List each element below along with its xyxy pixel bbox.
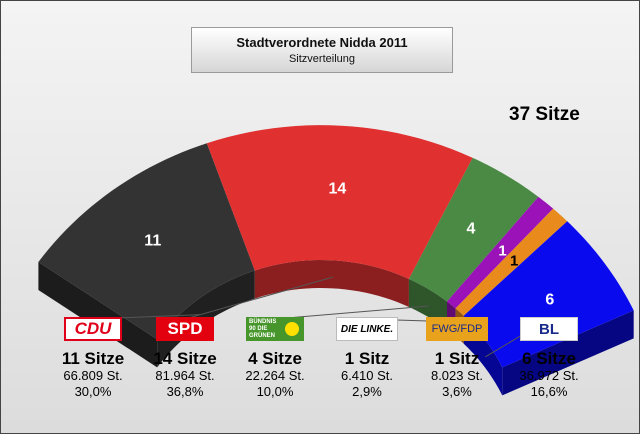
linke-logo: DIE LINKE.: [336, 317, 398, 341]
votes-label: 22.264 St.: [245, 368, 305, 383]
percent-label: 10,0%: [256, 384, 294, 399]
seats-label: 1 Sitz: [344, 349, 390, 368]
seats-label: 11 Sitze: [61, 349, 125, 368]
legend-bl: BL 6 Sitze 36.972 St. 16,6%: [501, 317, 597, 400]
arc-inner-side: [408, 278, 448, 330]
votes-label: 66.809 St.: [63, 368, 123, 383]
gruene-logo: BÜNDNIS 90 DIE GRÜNEN: [246, 317, 304, 341]
percent-label: 30,0%: [74, 384, 112, 399]
percent-label: 2,9%: [352, 384, 382, 399]
segment-value-label: 1: [510, 252, 518, 269]
arc-end-side: [502, 310, 634, 396]
seat-segment: [408, 157, 539, 302]
percent-label: 36,8%: [166, 384, 204, 399]
seat-segment: [447, 196, 554, 309]
seats-label: 14 Sitze: [153, 349, 217, 368]
leader-line: [274, 305, 429, 320]
chart-subtitle: Sitzverteilung: [288, 53, 356, 65]
legend-spd: SPD 14 Sitze 81.964 St. 36,8%: [137, 317, 233, 400]
title-box: Stadtverordnete Nidda 2011 Sitzverteilun…: [191, 27, 453, 73]
votes-label: 8.023 St.: [430, 368, 484, 383]
seats-label: 1 Sitz: [434, 349, 480, 368]
seat-segment: [38, 143, 255, 340]
votes-label: 36.972 St.: [519, 368, 579, 383]
leader-line: [184, 276, 333, 320]
seat-segment: [206, 125, 473, 279]
segment-value-label: 6: [545, 291, 554, 308]
percent-label: 3,6%: [442, 384, 472, 399]
bl-logo: BL: [520, 317, 578, 341]
legend-linke: DIE LINKE. 1 Sitz 6.410 St. 2,9%: [319, 317, 415, 400]
sunflower-icon: [285, 322, 299, 336]
arc-inner-side: [254, 260, 409, 307]
seat-segment: [463, 221, 634, 368]
legend-cdu: CDU 11 Sitze 66.809 St. 30,0%: [45, 317, 141, 400]
arc-start-side: [38, 261, 158, 368]
segment-value-label: 1: [498, 243, 506, 260]
fwg-fdp-logo: FWG/FDP: [426, 317, 488, 341]
seats-label: 6 Sitze: [522, 349, 576, 368]
seat-segment: [455, 208, 568, 316]
segment-value-label: 14: [329, 180, 347, 197]
legend-fwg-fdp: FWG/FDP 1 Sitz 8.023 St. 3,6%: [409, 317, 505, 400]
seats-label: 4 Sitze: [248, 349, 302, 368]
segment-value-label: 11: [144, 233, 161, 250]
spd-logo: SPD: [156, 317, 214, 341]
cdu-logo: CDU: [64, 317, 122, 341]
votes-label: 81.964 St.: [155, 368, 215, 383]
percent-label: 16,6%: [530, 384, 568, 399]
chart-title: Stadtverordnete Nidda 2011: [236, 35, 408, 50]
legend-gruene: BÜNDNIS 90 DIE GRÜNEN 4 Sitze 22.264 St.…: [227, 317, 323, 400]
votes-label: 6.410 St.: [340, 368, 394, 383]
total-seats-label: 37 Sitze: [509, 104, 580, 125]
segment-value-label: 4: [466, 221, 475, 238]
gruene-logo-text: BÜNDNIS 90 DIE GRÜNEN: [249, 318, 277, 339]
